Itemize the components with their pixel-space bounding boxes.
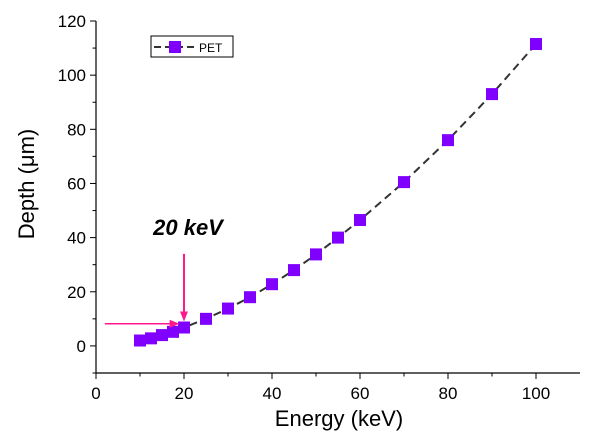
y-tick-label: 80 <box>67 120 86 139</box>
y-tick-label: 0 <box>77 337 86 356</box>
data-point <box>156 329 168 342</box>
annotation-arrowhead-vertical <box>180 311 188 322</box>
x-tick-label: 0 <box>91 384 100 403</box>
data-point <box>145 332 157 345</box>
series-line-pet <box>139 43 537 342</box>
x-tick-label: 60 <box>351 384 370 403</box>
y-tick-label: 40 <box>67 229 86 248</box>
annotations <box>104 253 188 328</box>
data-point <box>222 302 234 315</box>
data-point <box>530 38 542 51</box>
data-point <box>310 248 322 261</box>
tick-marks: 0 20 40 60 80 100 0 20 40 60 80 100 120 <box>58 12 551 403</box>
data-point <box>244 291 256 304</box>
x-axis-title: Energy (keV) <box>275 406 403 431</box>
y-tick-label: 20 <box>67 283 86 302</box>
annotation-arrowhead-horizontal <box>169 319 180 328</box>
data-point <box>354 214 366 227</box>
x-tick-label: 40 <box>263 384 282 403</box>
y-tick-label: 120 <box>58 12 86 31</box>
legend-label-pet: PET <box>199 41 223 55</box>
data-point <box>442 134 454 147</box>
legend: PET <box>150 35 234 58</box>
annotation-20kev: 20 keV <box>152 215 225 240</box>
y-axis-title: Depth (μm) <box>14 129 39 239</box>
axes <box>95 21 580 374</box>
data-point <box>398 176 410 189</box>
x-tick-label: 20 <box>175 384 194 403</box>
data-point <box>178 321 190 334</box>
y-tick-label: 60 <box>67 174 86 193</box>
data-point <box>134 334 146 347</box>
data-point <box>200 312 212 325</box>
y-tick-label: 100 <box>58 66 86 85</box>
x-tick-label: 100 <box>522 384 550 403</box>
data-point <box>288 264 300 277</box>
data-point <box>167 325 179 338</box>
data-series <box>134 38 542 347</box>
data-point <box>486 88 498 101</box>
data-point <box>332 231 344 244</box>
x-tick-label: 80 <box>439 384 458 403</box>
legend-marker-pet <box>169 41 181 53</box>
data-point <box>266 278 278 291</box>
